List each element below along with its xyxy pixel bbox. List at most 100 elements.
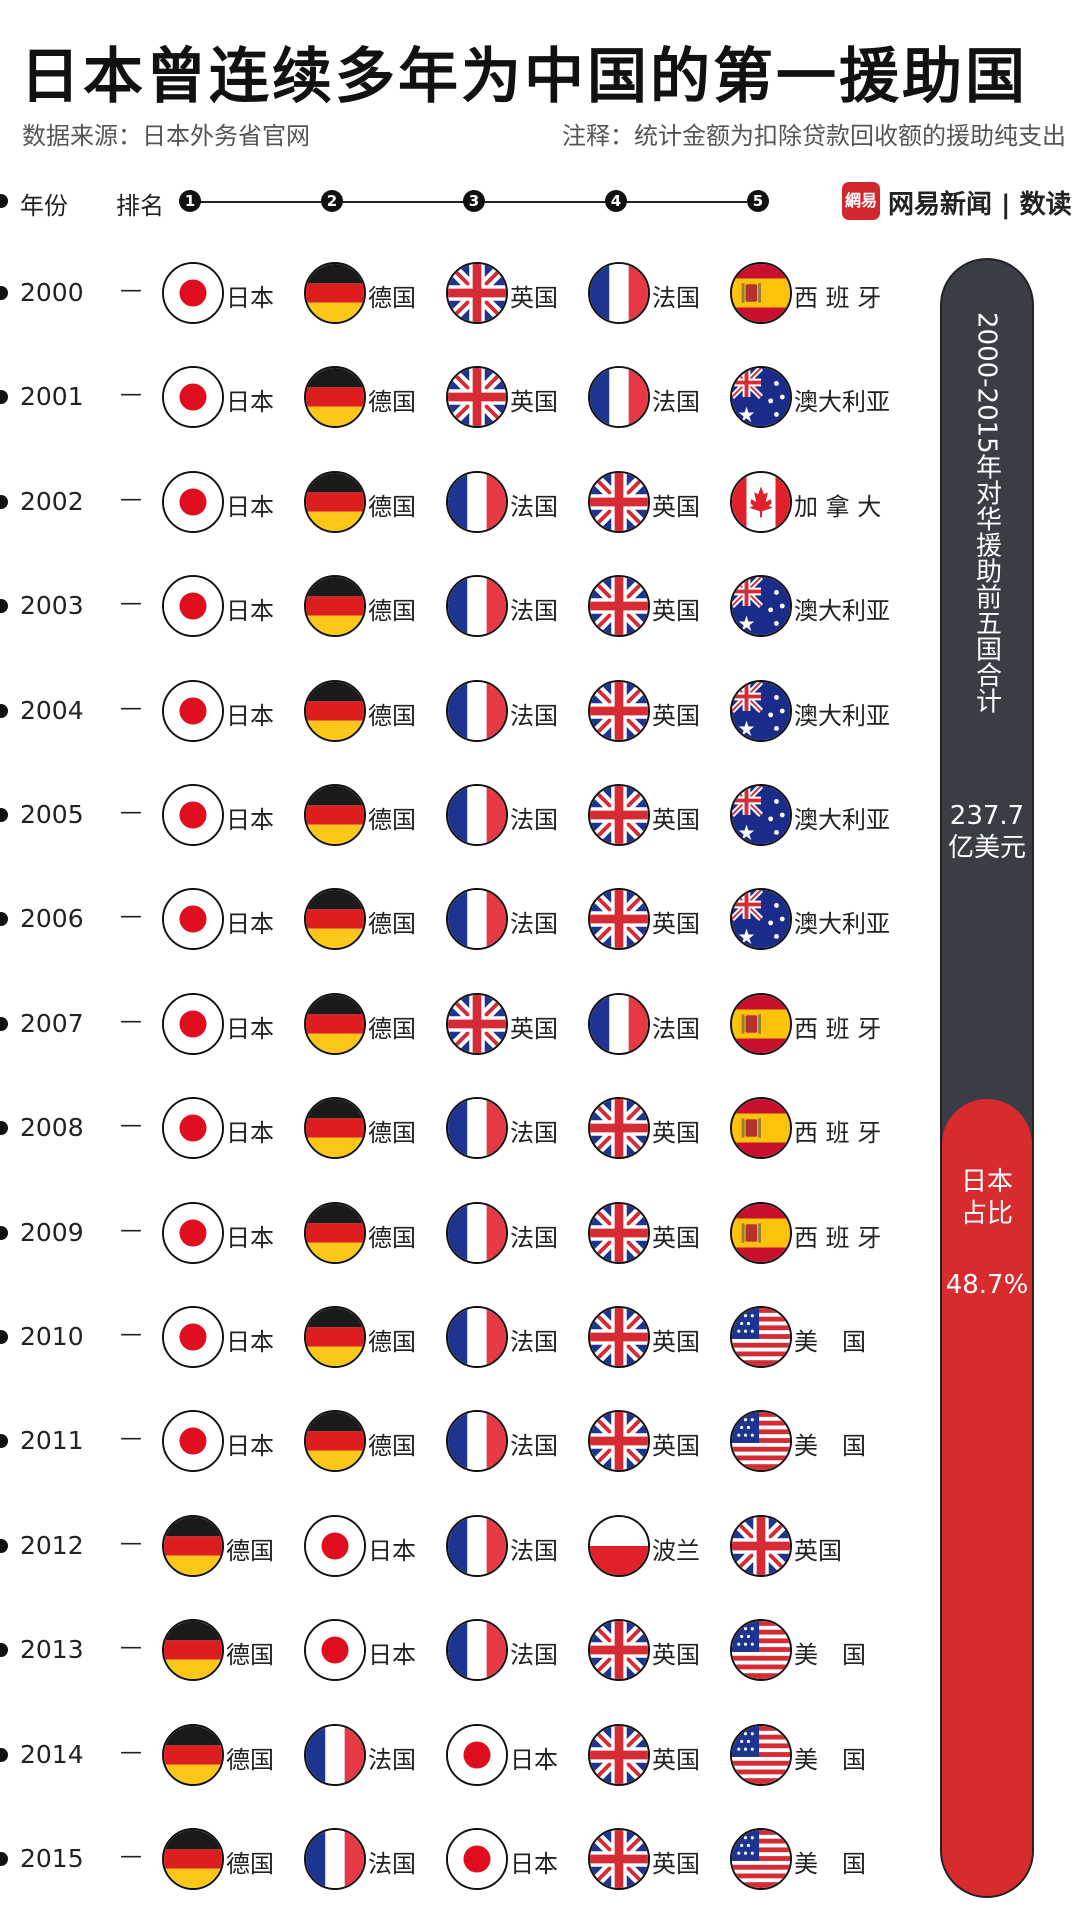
row-dot xyxy=(0,1434,8,1448)
country-cell: 日本 xyxy=(162,993,302,1055)
country-name: 英国 xyxy=(652,806,700,834)
country-name: 德国 xyxy=(226,1746,274,1774)
usa-flag-icon xyxy=(730,1410,792,1472)
country-cell: 澳大利亚 xyxy=(730,575,910,637)
rank-number-5: 5 xyxy=(747,190,769,212)
germany-flag-icon xyxy=(304,888,366,950)
france-flag-icon xyxy=(304,1724,366,1786)
country-name: 德国 xyxy=(368,910,416,938)
country-name: 英国 xyxy=(652,1850,700,1878)
year-label: 2015 xyxy=(20,1844,84,1873)
uk-flag-icon xyxy=(588,1724,650,1786)
germany-flag-icon xyxy=(304,575,366,637)
country-cell: 法国 xyxy=(446,888,586,950)
country-cell: 德国 xyxy=(162,1619,302,1681)
country-cell: 德国 xyxy=(304,471,444,533)
row-dash: — xyxy=(120,1844,142,1869)
spain-flag-icon xyxy=(730,262,792,324)
country-cell: 德国 xyxy=(304,888,444,950)
country-cell: 德国 xyxy=(304,1202,444,1264)
summary-bar: 2000-2015年对华援助前五国合计 237.7 亿美元 日本 占比 48.7… xyxy=(940,258,1034,1898)
country-name: 波兰 xyxy=(652,1537,700,1565)
country-cell: 法国 xyxy=(588,993,728,1055)
country-name: 美 国 xyxy=(794,1432,866,1460)
country-name: 美 国 xyxy=(794,1746,866,1774)
row-dash: — xyxy=(120,800,142,825)
usa-flag-icon xyxy=(730,1619,792,1681)
country-name: 日本 xyxy=(226,1328,274,1356)
country-name: 西 班 牙 xyxy=(794,1119,882,1147)
germany-flag-icon xyxy=(304,471,366,533)
japan-flag-icon xyxy=(162,1097,224,1159)
summary-label: 2000-2015年对华援助前五国合计 xyxy=(971,312,1002,714)
japan-flag-icon xyxy=(162,888,224,950)
france-flag-icon xyxy=(304,1828,366,1890)
country-cell: 西 班 牙 xyxy=(730,1202,910,1264)
japan-flag-icon xyxy=(446,1828,508,1890)
france-flag-icon xyxy=(588,262,650,324)
uk-flag-icon xyxy=(588,1202,650,1264)
germany-flag-icon xyxy=(304,1097,366,1159)
country-name: 英国 xyxy=(652,1328,700,1356)
japan-share-label: 日本 占比 xyxy=(942,1166,1032,1230)
country-name: 日本 xyxy=(226,597,274,625)
country-name: 法国 xyxy=(510,910,558,938)
logo-text: 网易新闻 | 数读 xyxy=(888,190,1072,220)
country-name: 德国 xyxy=(368,702,416,730)
country-name: 英国 xyxy=(652,910,700,938)
country-cell: 日本 xyxy=(162,1410,302,1472)
country-cell: 法国 xyxy=(446,1410,586,1472)
year-label: 2000 xyxy=(20,278,84,307)
country-name: 法国 xyxy=(510,493,558,521)
country-cell: 英国 xyxy=(588,1306,728,1368)
country-cell: 日本 xyxy=(162,680,302,742)
country-name: 日本 xyxy=(226,1015,274,1043)
france-flag-icon xyxy=(446,471,508,533)
country-cell: 波兰 xyxy=(588,1515,728,1577)
country-name: 澳大利亚 xyxy=(794,910,890,938)
country-name: 法国 xyxy=(510,1328,558,1356)
row-dash: — xyxy=(120,1113,142,1138)
country-name: 日本 xyxy=(510,1746,558,1774)
country-cell: 法国 xyxy=(446,575,586,637)
country-cell: 日本 xyxy=(162,888,302,950)
country-name: 英国 xyxy=(652,1224,700,1252)
country-name: 德国 xyxy=(368,597,416,625)
japan-share-label-line1: 日本 xyxy=(960,1167,1013,1197)
country-name: 英国 xyxy=(652,1746,700,1774)
country-name: 德国 xyxy=(226,1537,274,1565)
country-name: 英国 xyxy=(510,1015,558,1043)
country-cell: 德国 xyxy=(304,366,444,428)
france-flag-icon xyxy=(446,784,508,846)
country-name: 英国 xyxy=(652,1641,700,1669)
france-flag-icon xyxy=(446,1515,508,1577)
row-dash: — xyxy=(120,696,142,721)
country-name: 英国 xyxy=(510,284,558,312)
country-name: 德国 xyxy=(226,1641,274,1669)
uk-flag-icon xyxy=(588,1306,650,1368)
country-cell: 日本 xyxy=(162,1097,302,1159)
row-dash: — xyxy=(120,591,142,616)
country-cell: 英国 xyxy=(446,366,586,428)
row-dash: — xyxy=(120,1740,142,1765)
row-dash: — xyxy=(120,1426,142,1451)
rank-number-1: 1 xyxy=(179,190,201,212)
country-name: 日本 xyxy=(226,493,274,521)
australia-flag-icon xyxy=(730,366,792,428)
japan-share-value: 48.7% xyxy=(945,1270,1029,1300)
country-cell: 澳大利亚 xyxy=(730,784,910,846)
country-name: 德国 xyxy=(368,1224,416,1252)
uk-flag-icon xyxy=(730,1515,792,1577)
germany-flag-icon xyxy=(304,1202,366,1264)
country-cell: 法国 xyxy=(446,680,586,742)
row-dot xyxy=(0,1017,8,1031)
uk-flag-icon xyxy=(446,993,508,1055)
country-cell: 德国 xyxy=(162,1515,302,1577)
country-name: 日本 xyxy=(226,284,274,312)
year-label: 2004 xyxy=(20,696,84,725)
uk-flag-icon xyxy=(588,1619,650,1681)
rank-number-2: 2 xyxy=(321,190,343,212)
row-dot xyxy=(0,1643,8,1657)
country-name: 西 班 牙 xyxy=(794,284,882,312)
row-dash: — xyxy=(120,487,142,512)
